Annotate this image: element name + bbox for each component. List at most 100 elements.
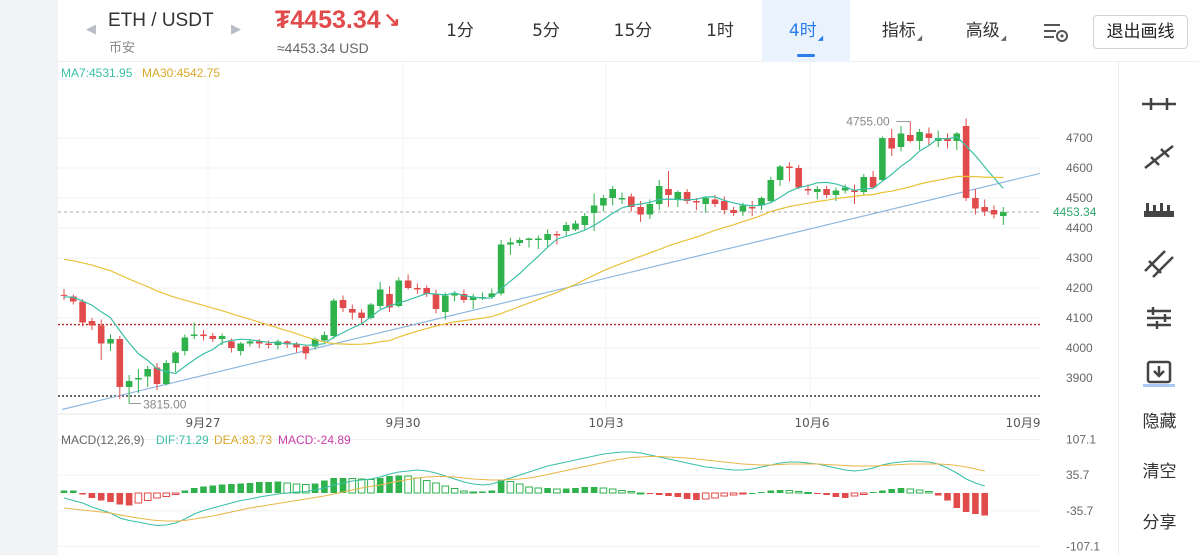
advanced-menu[interactable]: 高级◢: [946, 0, 1026, 62]
macd-histogram-bar: [348, 478, 357, 494]
candle-body: [172, 352, 179, 363]
price-tick-label: 4500: [1066, 191, 1093, 205]
macd-histogram-bar: [720, 492, 729, 497]
tab-5m[interactable]: 5分: [506, 0, 586, 62]
chart-area[interactable]: 4755.00 3815.00 107.1 35.7 -35.7 -107.1 3900…: [58, 62, 1118, 555]
macd-histogram-bar: [218, 484, 226, 493]
macd-histogram-bar: [413, 477, 422, 494]
candle-body: [376, 289, 384, 306]
macd-histogram-bar: [292, 483, 301, 494]
time-axis-label: 10月3: [589, 416, 624, 430]
macd-histogram-bar: [636, 492, 645, 495]
macd-histogram-bar: [711, 492, 719, 499]
price-axis: 3900 4000 4100 4200 4300 4400 4500 4600 4700 4453…: [186, 131, 1106, 430]
macd-histogram-bar: [655, 493, 663, 495]
macd-histogram-bar: [944, 493, 951, 501]
candle-body: [916, 132, 923, 141]
exit-drawing-button[interactable]: 退出画线: [1093, 15, 1188, 49]
tab-1h[interactable]: 1时: [680, 0, 760, 62]
candle-body: [674, 192, 682, 200]
macd-histogram-bar: [70, 490, 77, 493]
macd-histogram-bar: [515, 483, 524, 494]
macd-histogram-bar: [925, 491, 933, 494]
tab-1m-label: 1分: [446, 21, 474, 41]
macd-histogram-bar: [850, 492, 859, 497]
macd-histogram-bar: [544, 488, 551, 493]
candle-body: [879, 138, 886, 180]
fib-lines-icon[interactable]: [1139, 303, 1179, 333]
macd-histogram-bar: [674, 493, 682, 497]
candle-body: [442, 295, 449, 312]
price-tick-label: 4400: [1066, 221, 1093, 235]
macd-histogram-bar: [209, 485, 217, 493]
trend-line-icon[interactable]: [1139, 142, 1179, 172]
candle-body: [907, 135, 914, 141]
time-axis-label: 10月6: [795, 416, 830, 430]
trend-lines: [61, 172, 1041, 411]
time-axis-label: 9月30: [386, 416, 421, 430]
macd-histogram-bar: [339, 478, 347, 493]
macd-histogram-bar: [562, 488, 570, 493]
left-edge-strip: [0, 0, 58, 555]
dropdown-corner-icon: ◢: [916, 34, 923, 42]
tab-1m[interactable]: 1分: [420, 0, 500, 62]
macd-histogram-bar: [785, 490, 794, 494]
macd-histogram-bar: [832, 493, 840, 497]
hide-button[interactable]: 隐藏: [1142, 412, 1177, 432]
macd-histogram-bar: [804, 492, 812, 495]
candle-body: [981, 207, 988, 212]
macd-histogram-bar: [107, 493, 114, 502]
clear-button[interactable]: 清空: [1142, 462, 1177, 482]
chart-grid: [58, 62, 1040, 415]
candle-body: [488, 293, 496, 297]
pair-title[interactable]: ETH / USDT: [108, 10, 214, 31]
candle-body: [618, 198, 626, 200]
candle-body: [321, 335, 328, 341]
share-button[interactable]: 分享: [1142, 513, 1177, 533]
price-tick-label: 4700: [1066, 131, 1093, 145]
price-tick-label: 4300: [1066, 251, 1093, 265]
macd-legend-name: MACD(12,26,9): [61, 433, 144, 447]
candle-body: [107, 339, 114, 344]
candle-body: [535, 238, 542, 240]
exchange-label: 币安: [109, 41, 136, 56]
time-axis-label: 9月27: [186, 416, 221, 430]
tab-4h-label: 4时: [788, 21, 817, 41]
horizontal-line-icon[interactable]: [1139, 89, 1179, 119]
ma30-line: [63, 175, 1004, 346]
parallel-channel-icon[interactable]: [1139, 249, 1179, 279]
candle-body: [516, 240, 523, 243]
macd-histogram-bar: [534, 487, 543, 494]
macd-histogram-bar: [246, 483, 254, 493]
macd-tick-label: -107.1: [1066, 540, 1100, 554]
indicators-menu[interactable]: 指标◢: [862, 0, 942, 62]
low-marker-label: 3815.00: [143, 398, 187, 412]
candle-body: [144, 369, 151, 377]
chart-settings-icon[interactable]: [1043, 20, 1069, 44]
candle-body: [358, 312, 365, 318]
candle-body: [469, 297, 477, 300]
tab-15m[interactable]: 15分: [593, 0, 673, 62]
tab-4h[interactable]: 4时◢: [762, 0, 850, 62]
macd-histogram-bar: [60, 490, 68, 493]
candle-body: [767, 180, 775, 201]
price-tick-label: 4100: [1066, 311, 1093, 325]
candle-body: [832, 190, 840, 195]
dropdown-corner-icon: ◢: [1000, 34, 1007, 42]
candle-body: [860, 177, 868, 192]
macd-histogram-bar: [729, 492, 738, 496]
next-pair-icon[interactable]: ▶: [231, 22, 241, 37]
candle-body: [711, 199, 719, 204]
dif-line: [63, 451, 985, 527]
price-down-arrow-icon: ↘: [383, 9, 401, 31]
macd-histogram-bar: [739, 492, 747, 495]
macd-histogram-bar: [469, 491, 477, 494]
macd-histogram-bar: [311, 483, 319, 493]
macd-histogram-bar: [386, 476, 393, 493]
save-drawing-icon[interactable]: [1139, 357, 1179, 387]
ruler-icon[interactable]: [1139, 195, 1179, 225]
candle-body: [562, 225, 570, 231]
candle-body: [814, 189, 821, 192]
candle-body: [600, 198, 607, 206]
prev-pair-icon[interactable]: ◀: [86, 22, 96, 37]
